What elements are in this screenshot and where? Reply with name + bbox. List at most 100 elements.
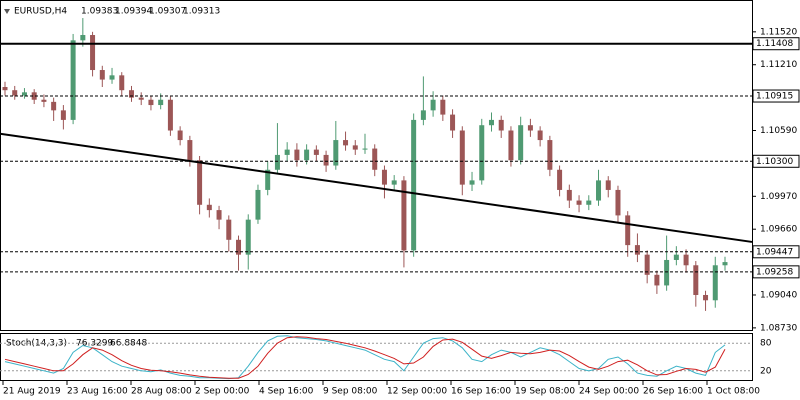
candle-body — [274, 154, 280, 170]
candle-body — [284, 149, 290, 155]
trendline — [0, 132, 753, 243]
candle-body — [401, 180, 407, 251]
candle-body — [352, 145, 358, 150]
candle-body — [216, 210, 222, 220]
candle-body — [12, 90, 18, 96]
candle-body — [167, 99, 173, 131]
level-label: 1.10915 — [756, 92, 793, 102]
indicator-level-label: 20 — [760, 366, 772, 376]
x-tick-label: 26 Sep 16:00 — [643, 387, 703, 397]
level-label: 1.11408 — [756, 39, 793, 49]
candle-body — [625, 215, 631, 246]
candle-body — [148, 99, 154, 106]
candle-body — [313, 149, 319, 155]
level-label-box — [752, 89, 800, 103]
candle-body — [41, 99, 47, 102]
candle-body — [664, 259, 670, 286]
candle-body — [381, 169, 387, 185]
candle-body — [566, 189, 572, 201]
candle-body — [372, 148, 378, 170]
quote-low: 1.09307 — [149, 7, 186, 17]
candle-body — [508, 130, 514, 161]
candle-body — [206, 204, 212, 211]
y-tick-label: 1.10590 — [760, 126, 797, 136]
x-tick-label: 23 Aug 16:00 — [67, 387, 128, 397]
quote-close: 1.09313 — [183, 7, 220, 17]
candle-body — [586, 200, 592, 205]
candle-body — [722, 262, 728, 266]
candle-body — [31, 92, 37, 100]
candle-body — [654, 274, 660, 286]
candle-body — [527, 125, 533, 131]
candle-body — [430, 99, 436, 111]
candle-body — [479, 125, 485, 181]
x-tick-label: 4 Sep 16:00 — [259, 387, 314, 397]
y-tick-label: 1.11520 — [760, 27, 797, 37]
candle-body — [703, 294, 709, 301]
level-label-box — [752, 245, 800, 259]
candle-body — [343, 140, 349, 146]
x-tick-label: 12 Sep 00:00 — [387, 387, 447, 397]
candle-body — [99, 70, 105, 80]
candle-body — [547, 140, 553, 170]
candle-body — [197, 160, 203, 205]
candle-body — [673, 254, 679, 260]
candle-body — [138, 97, 144, 100]
y-tick-label: 1.09040 — [760, 290, 797, 300]
candle-body — [576, 200, 582, 205]
candle-body — [557, 169, 563, 190]
level-label-box — [752, 154, 800, 168]
candle-body — [21, 92, 27, 96]
candle-body — [333, 140, 339, 166]
quote-high: 1.09394 — [115, 7, 152, 17]
candle-body — [644, 254, 650, 275]
candle-body — [323, 154, 329, 166]
indicator-main-value: 76.3299 — [76, 339, 113, 349]
level-label-box — [752, 37, 800, 51]
y-tick-label: 1.11210 — [760, 60, 797, 70]
candle-body — [265, 169, 271, 190]
candle-body — [411, 119, 417, 251]
candle-body — [596, 180, 602, 201]
y-tick-label: 1.09970 — [760, 192, 797, 202]
level-label: 1.09258 — [756, 267, 793, 277]
x-tick-label: 16 Sep 16:00 — [451, 387, 511, 397]
candle-body — [80, 35, 86, 41]
quote-open: 1.09383 — [81, 7, 118, 17]
indicator-pane-frame — [0, 333, 753, 381]
candle-body — [51, 101, 57, 111]
x-tick-label: 21 Aug 2019 — [3, 387, 61, 397]
candle-body — [488, 119, 494, 126]
x-tick-label: 2 Sep 00:00 — [195, 387, 250, 397]
candle-body — [236, 239, 242, 255]
candle-body — [450, 114, 456, 131]
candle-body — [537, 130, 543, 141]
x-tick-label: 28 Aug 08:00 — [131, 387, 192, 397]
candle-body — [362, 148, 368, 150]
level-label-box — [752, 265, 800, 279]
x-tick-label: 19 Sep 08:00 — [515, 387, 575, 397]
candle-body — [294, 149, 300, 161]
candle-body — [304, 149, 310, 161]
candle-body — [2, 87, 8, 91]
level-label: 1.09447 — [756, 247, 793, 257]
x-tick-label: 9 Sep 08:00 — [323, 387, 378, 397]
candle-body — [226, 219, 232, 240]
candle-body — [391, 180, 397, 185]
candle-body — [459, 130, 465, 185]
candle-body — [420, 110, 426, 120]
candle-body — [70, 40, 76, 120]
level-label: 1.10300 — [756, 157, 793, 167]
x-tick-label: 24 Sep 00:00 — [579, 387, 639, 397]
indicator-line — [4, 336, 726, 379]
candle-body — [245, 219, 251, 255]
indicator-level-label: 80 — [760, 339, 772, 349]
collapse-icon[interactable] — [4, 9, 10, 14]
candle-body — [518, 125, 524, 161]
candle-body — [615, 189, 621, 216]
candle-body — [683, 254, 689, 266]
candle-body — [440, 99, 446, 115]
indicator-line — [4, 335, 726, 380]
candle-body — [634, 245, 640, 255]
candle-body — [109, 75, 115, 80]
